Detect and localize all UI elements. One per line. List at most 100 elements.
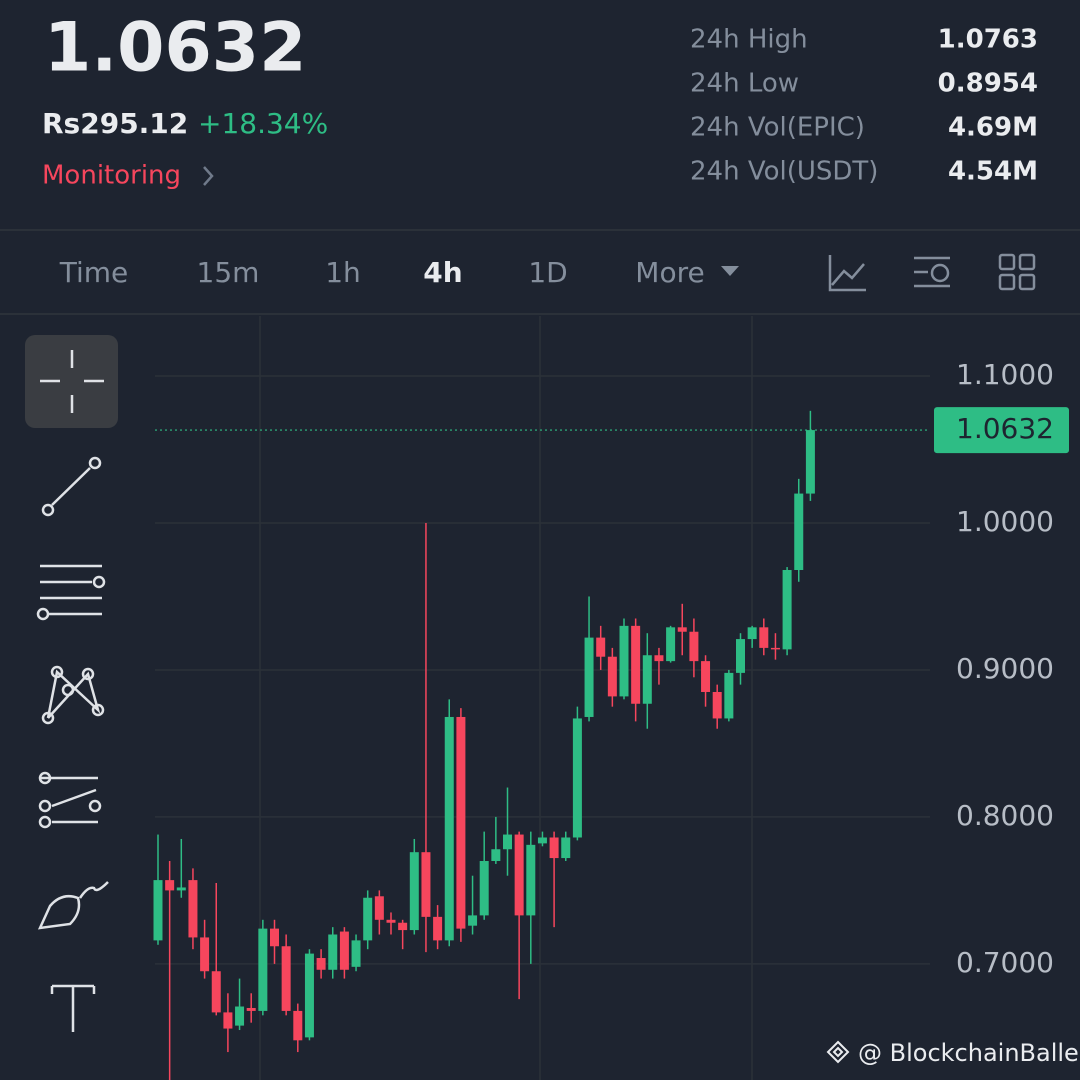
fiat-price: Rs295.12 (42, 107, 188, 140)
candle-body (339, 931, 349, 970)
candle-body (794, 493, 804, 570)
watermark: @ BlockchainBaller (858, 1039, 1080, 1067)
candle-body (572, 718, 582, 838)
candle-body (607, 656, 617, 697)
candle-body (165, 880, 175, 891)
candle-body (246, 1007, 256, 1011)
candle-body (351, 940, 361, 967)
stat-label: 24h Low (690, 69, 799, 99)
candle-body (770, 647, 780, 650)
candle-body (689, 631, 699, 662)
candle-body (293, 1010, 303, 1041)
stat-value: 0.8954 (938, 69, 1038, 99)
brush-icon[interactable] (37, 881, 109, 930)
trendline-icon[interactable] (51, 467, 91, 506)
candle-body (747, 627, 757, 640)
stat-label: 24h High (690, 25, 808, 55)
candle-body (666, 627, 676, 662)
tab[interactable]: 15m (197, 256, 260, 289)
grid-icon (1018, 253, 1036, 271)
price: 1.0632 (44, 9, 306, 88)
last-price-label: 1.0632 (956, 412, 1054, 445)
y-tick-label: 1.1000 (956, 358, 1054, 391)
drawing-tools (36, 350, 109, 1032)
stat-value: 1.0763 (938, 25, 1038, 55)
tab[interactable]: More (635, 256, 704, 289)
candle-body (456, 716, 466, 929)
dropdown-arrow (721, 266, 739, 276)
tab[interactable]: 1D (528, 256, 567, 289)
stat-label: 24h Vol(EPIC) (690, 113, 865, 143)
y-tick-label: 0.7000 (956, 946, 1054, 979)
stat-value: 4.54M (948, 157, 1038, 187)
stat-value: 4.69M (948, 113, 1038, 143)
candle-body (503, 834, 512, 850)
candle-body (514, 834, 524, 916)
candle-body (619, 625, 629, 697)
candle-body (176, 887, 186, 891)
candle-body (398, 922, 408, 931)
candle-body (805, 430, 815, 494)
fib-icon[interactable] (40, 776, 98, 824)
tab[interactable]: 1h (325, 256, 361, 289)
candle-body (235, 1006, 245, 1026)
candle-body (258, 928, 268, 1011)
candle-body (270, 928, 279, 947)
candle-body (223, 1012, 233, 1029)
candle-body (328, 934, 338, 970)
grid-icon[interactable] (998, 253, 1016, 271)
candle-body (386, 919, 396, 923)
last-price-tag (934, 407, 1069, 454)
lines-icon[interactable] (40, 564, 102, 616)
candle-body (188, 880, 198, 938)
candle-body (153, 880, 163, 941)
y-tick-label: 0.9000 (956, 652, 1054, 685)
candle-body (701, 661, 711, 692)
monitoring[interactable]: Monitoring (42, 161, 181, 191)
candle-body (200, 937, 210, 972)
toolbar-icons (828, 253, 1036, 292)
grid-icon (998, 273, 1016, 291)
candle-body (677, 627, 687, 632)
tab[interactable]: Time (59, 256, 129, 289)
candle-body (759, 627, 769, 648)
y-tick-label: 1.0000 (956, 505, 1054, 538)
tab-active[interactable]: 4h (423, 256, 462, 289)
candle-body (363, 897, 373, 941)
chevron (203, 166, 214, 186)
candle-body (782, 570, 792, 650)
candle-body (374, 896, 384, 920)
candle-body (596, 637, 606, 657)
candle-body (211, 971, 221, 1013)
candle-body (537, 837, 547, 844)
tabs: Time 15m 1h 4h 1D More (59, 256, 705, 289)
candle-body (304, 953, 314, 1038)
candle-body (433, 916, 443, 941)
pattern-icon[interactable] (46, 669, 101, 719)
candle-body (468, 915, 478, 926)
candle-body (316, 958, 326, 970)
indicator-icon[interactable] (828, 255, 866, 292)
change: +18.34% (198, 107, 328, 140)
candle-body (631, 625, 641, 704)
candle-body (584, 637, 594, 717)
candle-body (549, 837, 559, 859)
candle-body (281, 946, 291, 1011)
candle-body (736, 639, 745, 673)
settings-icon[interactable] (914, 256, 950, 288)
candle-body (479, 861, 489, 916)
candlestick-chart: 1.1000 1.0000 0.9000 0.8000 0.7000 1.0632 (153, 358, 1069, 1080)
candle-body (642, 655, 652, 704)
text-icon[interactable] (50, 984, 96, 1032)
candle-body (712, 691, 722, 719)
watermark-logo (826, 1040, 850, 1064)
crosshair-icon (40, 350, 104, 413)
candle-body (444, 716, 454, 941)
candle-body (724, 672, 734, 719)
candle-body (654, 655, 664, 662)
grid-icon (1018, 273, 1036, 291)
candle-body (526, 844, 536, 916)
crosshair-tool-bg[interactable] (25, 335, 118, 428)
settings-icon-dot (930, 263, 950, 283)
